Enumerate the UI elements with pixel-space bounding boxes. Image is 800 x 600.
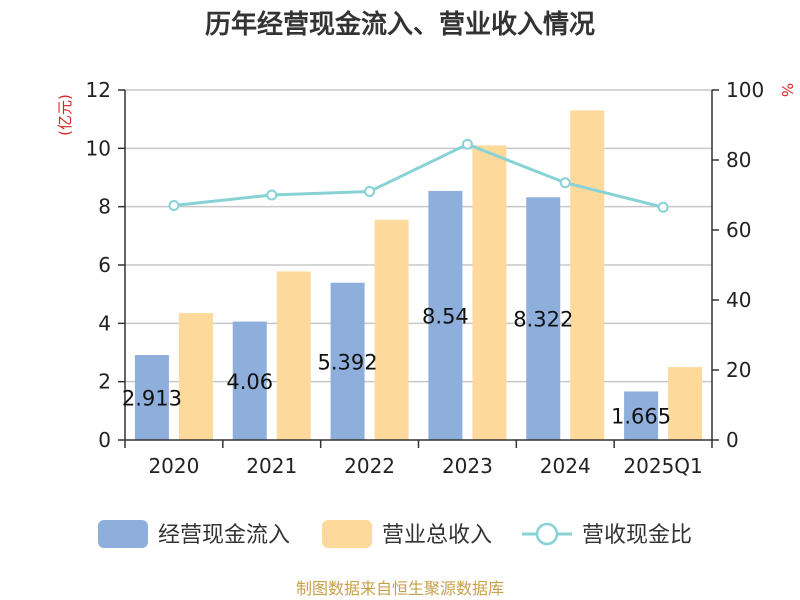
bar-data-label: 8.54 <box>422 304 469 328</box>
y-right-unit: % <box>778 83 796 97</box>
y-right-tick-label: 20 <box>726 358 751 382</box>
legend: 经营现金流入 营业总收入 营收现金比 <box>98 520 692 548</box>
data-labels: 2.913 4.06 5.392 8.54 8.322 1.665 <box>122 304 671 428</box>
bar-data-label: 1.665 <box>611 405 671 429</box>
y-left-tick-label: 2 <box>98 370 111 394</box>
legend-marker <box>535 522 559 546</box>
ratio-point <box>461 138 473 150</box>
revenue-bar <box>374 219 409 440</box>
bar-data-label: 5.392 <box>318 350 378 374</box>
bar-data-label: 2.913 <box>122 387 182 411</box>
legend-label: 经营现金流入 <box>158 523 290 548</box>
revenue-bar <box>668 367 703 440</box>
cash-inflow-bar <box>330 282 365 440</box>
x-tick-label: 2020 <box>148 454 199 478</box>
cash-inflow-bar <box>134 355 169 440</box>
legend-label: 营业总收入 <box>382 523 492 548</box>
y-right-tick-label: 40 <box>726 288 751 312</box>
ratio-point <box>559 177 571 189</box>
ratio-line <box>168 138 669 213</box>
revenue-bar <box>276 271 311 440</box>
chart-title: 历年经营现金流入、营业收入情况 <box>205 9 595 40</box>
axes: 0 2 4 6 8 10 12 0 20 40 60 80 100 2020 2021 2022 2023 202… <box>86 78 765 478</box>
revenue-bar <box>570 110 605 441</box>
ratio-line-path <box>173 142 664 209</box>
y-right-tick-label: 80 <box>726 148 751 172</box>
y-left-tick-label: 12 <box>86 78 111 102</box>
cash-inflow-bar <box>428 190 463 440</box>
grid <box>125 89 712 383</box>
x-tick-label: 2023 <box>442 454 493 478</box>
ratio-point <box>266 189 278 201</box>
y-left-tick-label: 6 <box>98 253 111 277</box>
bar-data-label: 4.06 <box>226 370 273 394</box>
ratio-point <box>364 186 376 197</box>
y-right-tick-label: 60 <box>726 218 751 242</box>
legend-swatch <box>322 520 372 548</box>
revenue-bar <box>178 313 213 440</box>
ratio-point <box>168 200 180 211</box>
revenue-bar <box>472 145 507 440</box>
x-tick-label: 2022 <box>344 454 395 478</box>
cash-inflow-bar <box>232 321 267 440</box>
y-left-tick-label: 0 <box>98 428 111 452</box>
legend-swatch <box>98 520 148 548</box>
x-tick-label: 2021 <box>246 454 297 478</box>
legend-label: 营收现金比 <box>582 523 692 548</box>
y-left-unit: (亿元) <box>56 94 74 136</box>
bars <box>134 110 703 441</box>
y-right-tick-label: 0 <box>726 428 739 452</box>
bar-data-label: 8.322 <box>513 308 573 332</box>
y-left-tick-label: 4 <box>98 311 111 335</box>
x-tick-label: 2025Q1 <box>623 454 702 478</box>
y-left-tick-label: 10 <box>86 136 111 160</box>
y-right-tick-label: 100 <box>726 78 764 102</box>
x-tick-label: 2024 <box>540 454 591 478</box>
cash-inflow-bar <box>624 391 659 440</box>
ratio-point <box>657 201 669 213</box>
y-left-tick-label: 8 <box>98 195 111 219</box>
source-note: 制图数据来自恒生聚源数据库 <box>296 579 504 598</box>
cash-inflow-bar <box>526 197 561 440</box>
